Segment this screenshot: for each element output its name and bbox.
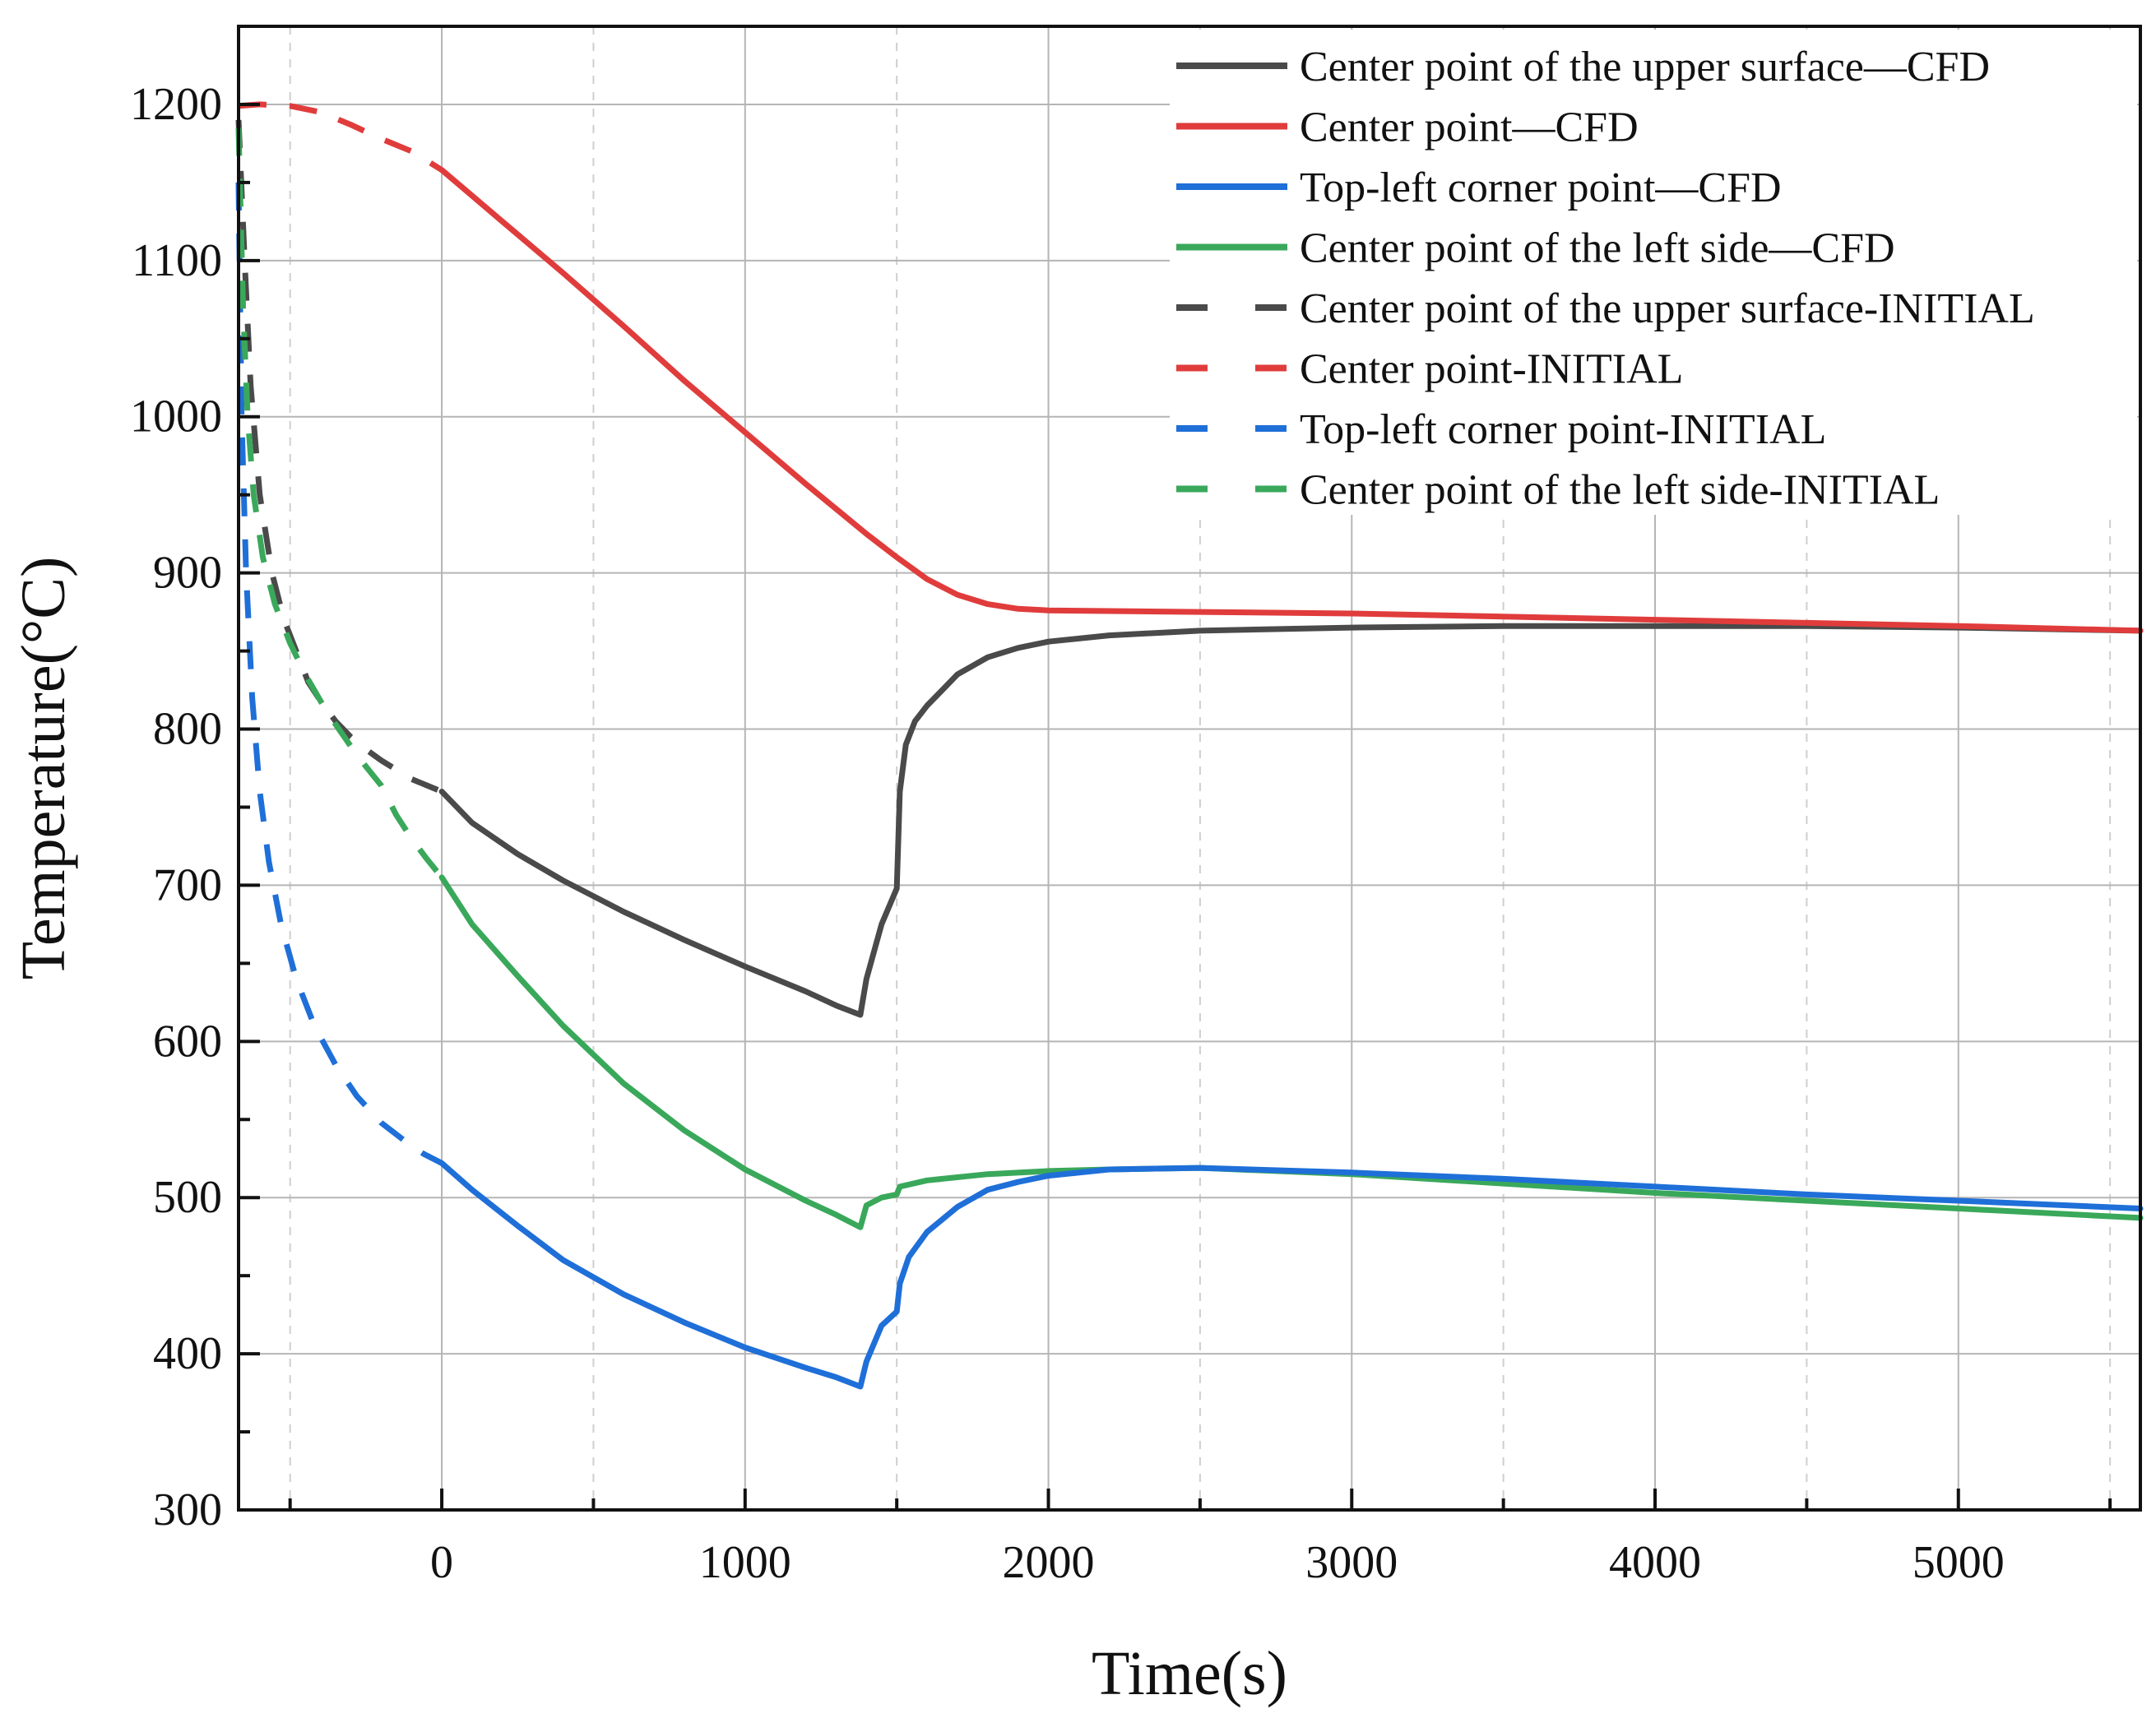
series-layer: [235, 101, 2144, 1390]
x-tick-label: 2000: [1003, 1537, 1095, 1588]
legend-label-5: Center point of the upper surface-INITIA…: [1300, 285, 2035, 332]
series-line-7: [235, 182, 443, 1166]
series-line-3: [438, 1160, 2144, 1390]
series-line-2: [438, 167, 2144, 634]
x-tick-label: 5000: [1913, 1537, 2005, 1588]
x-tick-label: 1000: [699, 1537, 791, 1588]
y-tick-label: 600: [153, 1016, 222, 1067]
legend-background: [1170, 30, 2137, 515]
x-axis-title: Time(s): [1092, 1639, 1287, 1708]
series-line-1: [438, 623, 2144, 1018]
legend-label-8: Center point of the left side-INITIAL: [1300, 467, 1940, 514]
series-line-8: [235, 127, 444, 880]
series-line-4: [438, 874, 2144, 1230]
y-tick-label: 800: [153, 704, 222, 755]
y-tick-label: 1100: [132, 235, 222, 286]
x-tick-label: 0: [430, 1537, 453, 1588]
y-axis-title: Temperature(°C): [9, 557, 78, 980]
y-tick-label: 500: [153, 1172, 222, 1223]
x-tick-label: 4000: [1609, 1537, 1701, 1588]
series-line-6: [238, 101, 443, 173]
y-tick-label: 900: [153, 548, 222, 599]
y-tick-label: 1000: [130, 391, 222, 442]
legend-label-2: Center point—CFD: [1300, 104, 1639, 151]
y-tick-label: 300: [153, 1484, 222, 1535]
legend: Center point of the upper surface—CFD Cen…: [1170, 30, 2137, 515]
y-tick-label: 1200: [130, 79, 222, 130]
axis-ticks: 0 1000 2000 3000 4000 5000 300 400 500 600 700 800 9…: [130, 79, 2112, 1588]
y-tick-label: 400: [153, 1328, 222, 1379]
x-tick-label: 3000: [1305, 1537, 1398, 1588]
y-tick-label: 700: [153, 859, 222, 910]
legend-label-1: Center point of the upper surface—CFD: [1300, 44, 1990, 90]
plot-frame: [237, 25, 2142, 1512]
legend-label-4: Center point of the left side—CFD: [1300, 225, 1895, 272]
legend-label-6: Center point-INITIAL: [1300, 346, 1683, 393]
legend-label-3: Top-left corner point—CFD: [1300, 164, 1782, 211]
legend-label-7: Top-left corner point-INITIAL: [1300, 406, 1826, 453]
